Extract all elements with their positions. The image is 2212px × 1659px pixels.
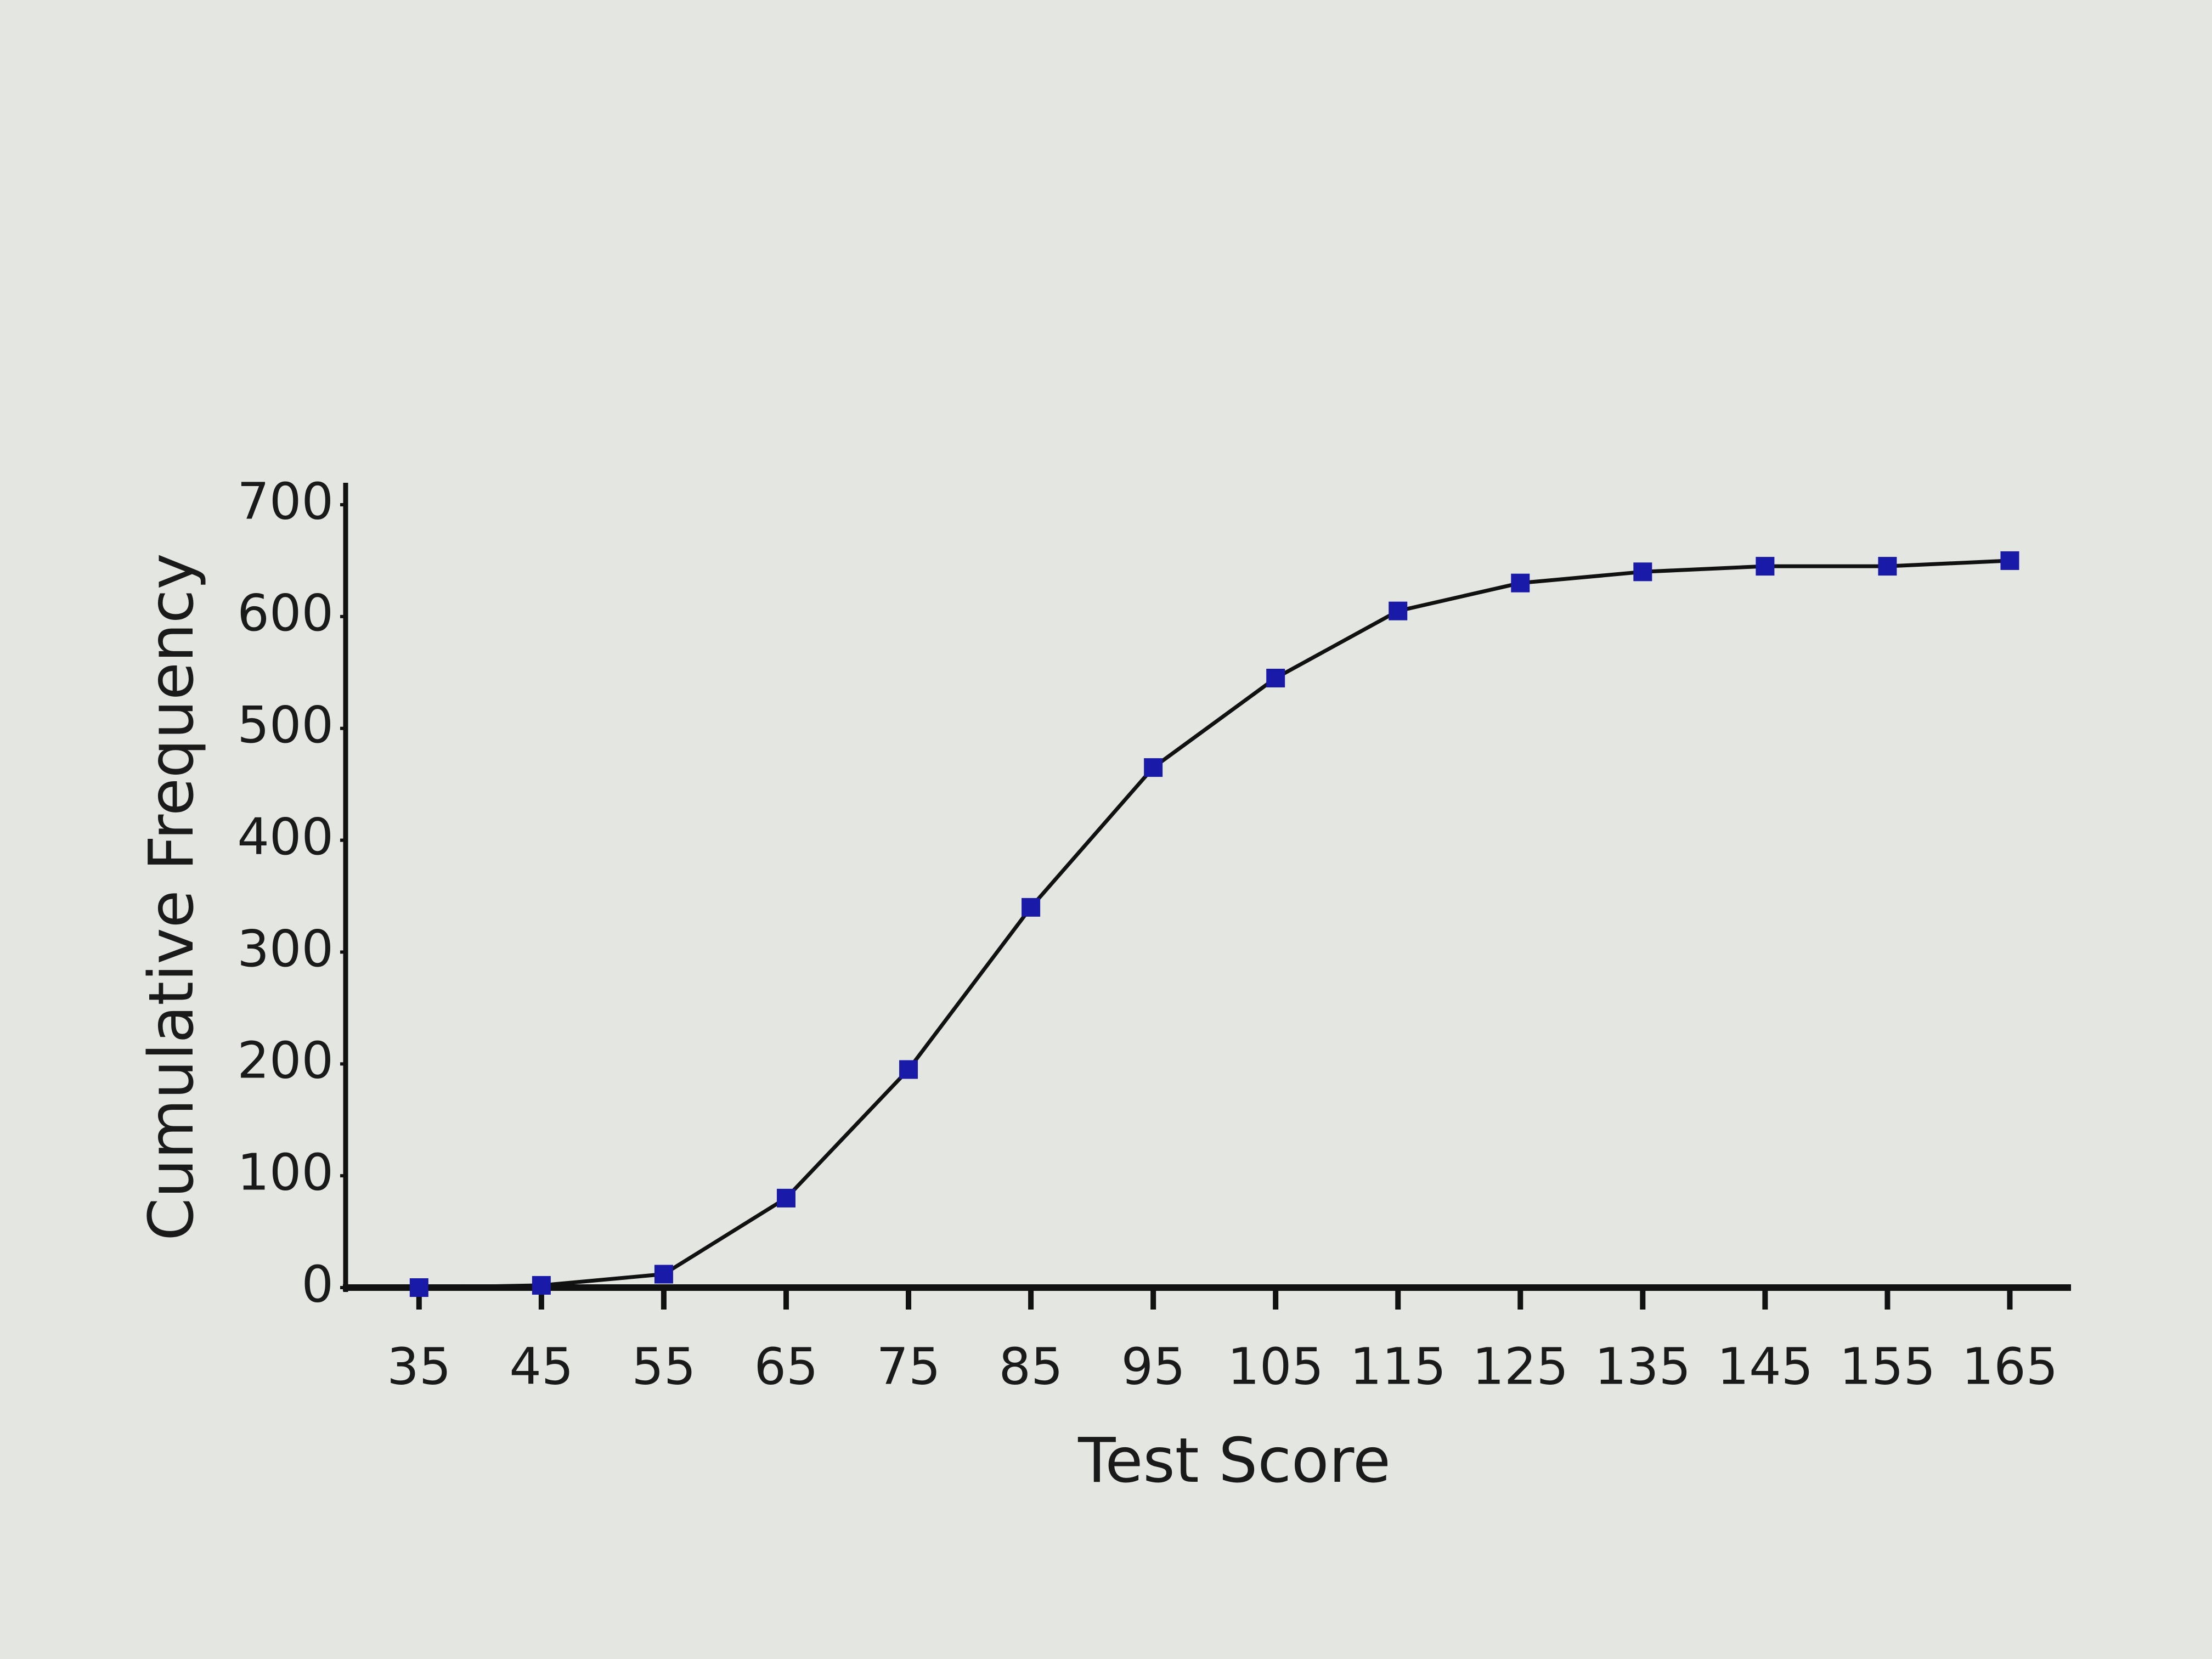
x-tick-label: 55: [631, 1337, 696, 1396]
y-tick-label: 0: [301, 1255, 334, 1313]
data-point: [776, 1188, 795, 1207]
x-tick-label: 125: [1472, 1337, 1568, 1396]
x-axis-title: Test Score: [1077, 1425, 1391, 1497]
y-tick-label: 400: [237, 808, 334, 866]
series-line: [419, 558, 2010, 1290]
data-point: [899, 1060, 918, 1079]
data-point: [1144, 758, 1163, 777]
data-point: [1511, 573, 1530, 592]
x-tick-label: 145: [1717, 1337, 1814, 1396]
x-tick-label: 115: [1350, 1337, 1446, 1396]
x-tick-label: 45: [509, 1337, 573, 1396]
x-tick-label: 65: [754, 1337, 818, 1396]
x-tick-label: 85: [999, 1337, 1063, 1396]
data-point: [1756, 557, 1775, 576]
x-tick-label: 75: [876, 1337, 940, 1396]
x-tick-label: 165: [1962, 1337, 2058, 1396]
data-point: [1022, 898, 1041, 917]
y-tick-label: 700: [237, 472, 334, 531]
data-point: [532, 1276, 551, 1295]
y-tick-label: 100: [237, 1143, 334, 1202]
x-tick-label: 95: [1121, 1337, 1186, 1396]
data-point: [1389, 601, 1408, 620]
y-tick-label: 300: [237, 919, 334, 978]
x-tick-label: 155: [1839, 1337, 1936, 1396]
y-tick-label: 200: [237, 1031, 334, 1090]
y-tick-label: 500: [237, 696, 334, 754]
data-point: [1878, 557, 1897, 576]
y-axis-title: Cumulative Frequency: [136, 553, 207, 1240]
data-point: [409, 1278, 428, 1297]
x-tick-label: 105: [1227, 1337, 1324, 1396]
data-point: [1633, 562, 1652, 582]
x-tick-label: 35: [387, 1337, 451, 1396]
data-point: [2000, 551, 2019, 570]
y-tick-label: 600: [237, 584, 334, 642]
data-point: [654, 1265, 673, 1284]
data-point: [1266, 668, 1285, 687]
x-tick-label: 135: [1595, 1337, 1691, 1396]
